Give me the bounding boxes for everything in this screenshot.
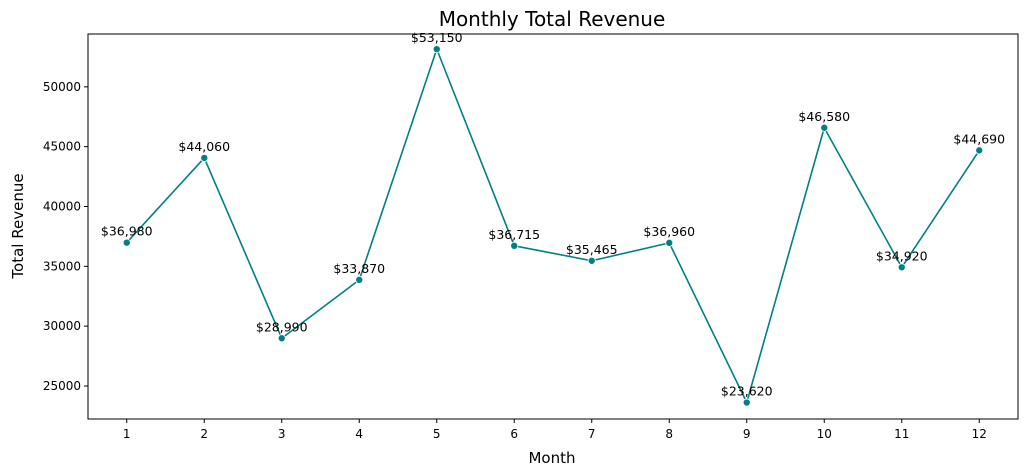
x-tick-label: 2 [200,427,208,441]
chart-title: Monthly Total Revenue [439,7,666,31]
data-point [665,238,674,247]
data-point [432,45,441,54]
data-point [820,123,829,132]
data-label: $35,465 [566,242,618,257]
data-point [510,241,519,250]
data-point [122,238,131,247]
y-tick-label: 35000 [43,259,81,273]
data-label: $33,870 [333,261,385,276]
data-point [277,334,286,343]
data-point [587,256,596,265]
data-label: $36,960 [643,224,695,239]
x-tick-label: 9 [743,427,751,441]
data-label: $36,715 [488,227,540,242]
x-tick-label: 12 [972,427,987,441]
x-tick-label: 7 [588,427,596,441]
x-axis-label: Month [528,449,575,467]
x-tick-label: 8 [665,427,673,441]
y-tick-label: 45000 [43,140,81,154]
data-point [200,153,209,162]
data-label: $23,620 [721,384,773,399]
data-label: $28,990 [256,319,308,334]
y-tick-label: 30000 [43,319,81,333]
plot-frame [87,33,1019,420]
data-label: $46,580 [798,109,850,124]
x-tick-label: 6 [510,427,518,441]
x-tick-label: 1 [123,427,131,441]
data-point [897,263,906,272]
y-tick-label: 50000 [43,80,81,94]
data-point [355,275,364,284]
data-label: $44,690 [953,131,1005,146]
x-tick-label: 10 [817,427,832,441]
y-tick-label: 25000 [43,379,81,393]
y-axis-label: Total Revenue [9,173,27,279]
data-point [742,398,751,407]
x-tick-label: 11 [894,427,909,441]
series-line [126,48,980,404]
x-tick-label: 3 [278,427,286,441]
y-tick-label: 40000 [43,200,81,214]
x-tick-label: 5 [433,427,441,441]
x-tick-label: 4 [355,427,363,441]
data-point [975,146,984,155]
data-label: $44,060 [178,139,230,154]
data-label: $34,920 [876,248,928,263]
data-label: $36,980 [101,224,153,239]
data-label: $53,150 [411,30,463,45]
